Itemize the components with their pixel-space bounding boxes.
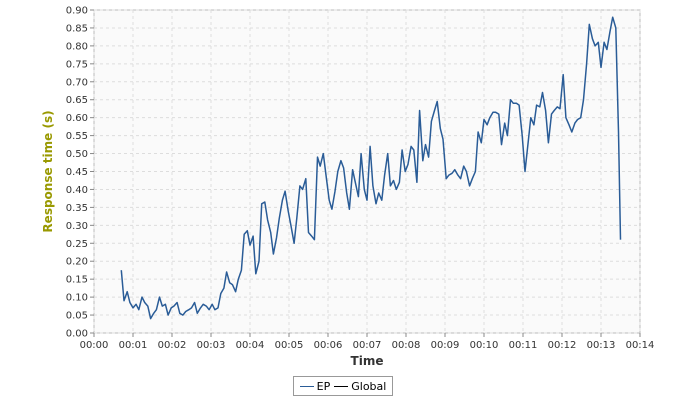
x-tick-label: 00:06 [314,340,343,351]
y-tick-label: 0.65 [66,95,88,106]
x-axis-title: Time [351,354,384,368]
y-tick-label: 0.50 [66,149,88,160]
y-tick-label: 0.30 [66,221,88,232]
x-tick-label: 00:08 [392,340,421,351]
x-tick-label: 00:02 [158,340,187,351]
x-tick-label: 00:13 [587,340,616,351]
legend-swatch-global [334,385,349,387]
x-tick-label: 00:00 [80,340,109,351]
x-tick-label: 00:14 [626,340,655,351]
y-tick-label: 0.45 [66,167,88,178]
x-axis-ticks: 00:00 00:01 00:02 00:03 00:04 00:05 00:06 00:07… [80,333,655,351]
x-tick-label: 00:01 [119,340,148,351]
y-tick-label: 0.10 [66,293,88,304]
legend-swatch-ep [299,385,314,387]
x-tick-label: 00:05 [275,340,304,351]
y-tick-label: 0.90 [66,6,88,17]
y-axis-title: Response time (s) [41,110,55,232]
y-tick-label: 0.55 [66,131,88,142]
legend: EP Global [293,376,393,396]
y-tick-label: 0.75 [66,59,88,70]
x-tick-label: 00:07 [353,340,382,351]
legend-label-global: Global [351,379,387,393]
legend-label-ep: EP [316,379,331,393]
y-tick-label: 0.05 [66,311,88,322]
y-tick-label: 0.40 [66,185,88,196]
y-axis-ticks: 0.00 0.05 0.10 0.15 0.20 0.25 0.30 0.35 0.40 0.45… [66,6,94,340]
x-tick-label: 00:09 [431,340,460,351]
x-tick-label: 00:04 [236,340,265,351]
y-tick-label: 0.25 [66,239,88,250]
y-tick-label: 0.35 [66,203,88,214]
y-tick-label: 0.15 [66,275,88,286]
y-tick-label: 0.20 [66,257,88,268]
series-line-ep [120,16,622,320]
y-tick-label: 0.00 [66,329,88,340]
x-tick-label: 00:10 [470,340,499,351]
y-tick-label: 0.60 [66,113,88,124]
y-tick-label: 0.80 [66,41,88,52]
x-tick-label: 00:03 [197,340,226,351]
y-tick-label: 0.85 [66,23,88,34]
x-tick-label: 00:11 [509,340,538,351]
legend-item-ep: EP [299,379,331,393]
legend-item-global: Global [334,380,386,393]
y-tick-label: 0.70 [66,77,88,88]
x-tick-label: 00:12 [548,340,577,351]
